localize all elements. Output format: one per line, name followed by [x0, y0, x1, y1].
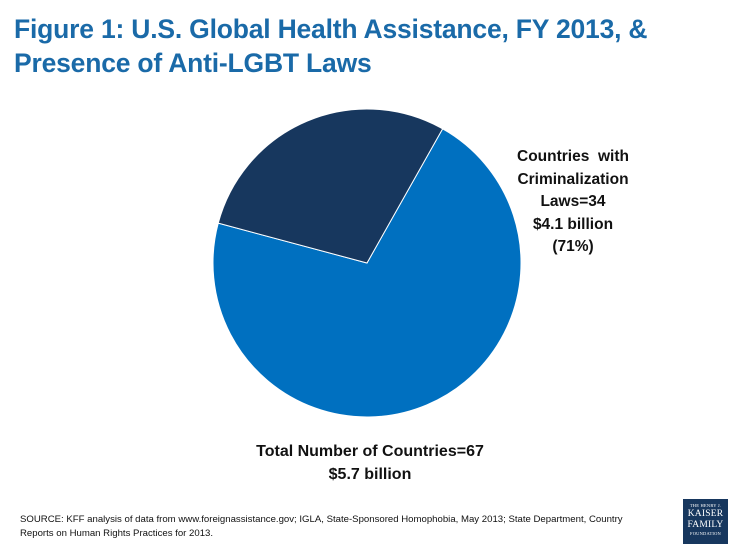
pie-slice-criminalization: [212, 128, 522, 418]
logo-line-4: FOUNDATION: [690, 531, 721, 536]
logo-line-1: THE HENRY J.: [689, 503, 722, 508]
logo-line-3: FAMILY: [687, 520, 724, 530]
slice-label-line-3: Laws=34: [540, 193, 606, 210]
criminalization-slice-label: Countries with Criminalization Laws=34 $…: [498, 146, 648, 259]
chart-title-line-2: Presence of Anti-LGBT Laws: [14, 48, 372, 78]
pie-slice-other: [217, 108, 444, 264]
slice-label-line-5: (71%): [552, 238, 594, 255]
chart-title: Figure 1: U.S. Global Health Assistance,…: [14, 12, 714, 80]
total-countries-text: Total Number of Countries=67: [256, 443, 484, 460]
total-label: Total Number of Countries=67 $5.7 billio…: [200, 440, 540, 486]
kff-logo: THE HENRY J. KAISER FAMILY FOUNDATION: [683, 499, 728, 544]
slice-label-line-1: Countries with: [517, 148, 629, 165]
total-amount-text: $5.7 billion: [328, 466, 412, 483]
slice-label-line-4: $4.1 billion: [532, 215, 614, 233]
source-line-2: Reports on Human Rights Practices for 20…: [20, 528, 214, 539]
chart-title-line-1: Figure 1: U.S. Global Health Assistance,…: [14, 14, 648, 44]
source-note: SOURCE: KFF analysis of data from www.fo…: [20, 513, 660, 541]
source-line-1: SOURCE: KFF analysis of data from www.fo…: [20, 514, 623, 525]
logo-line-2: KAISER: [687, 509, 724, 519]
slice-label-line-2: Criminalization: [517, 170, 629, 188]
